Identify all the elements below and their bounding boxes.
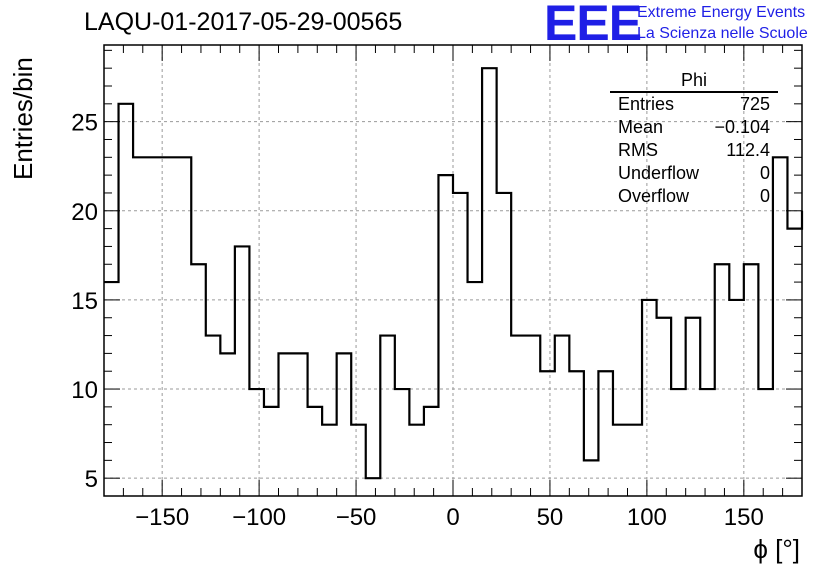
stats-key: Entries — [618, 94, 675, 114]
histogram-bin — [584, 460, 599, 496]
histogram-bin — [540, 371, 555, 496]
histogram-bin — [744, 264, 759, 496]
histogram-bin — [162, 157, 177, 496]
histogram-bin — [628, 425, 643, 496]
histogram-bin — [700, 389, 715, 496]
chart-title: LAQU-01-2017-05-29-00565 — [84, 8, 403, 36]
plot-frame — [103, 44, 803, 497]
histogram-bin — [671, 389, 686, 496]
stats-key: Overflow — [618, 186, 690, 206]
histogram-bin — [686, 318, 701, 496]
histogram-bin — [526, 336, 541, 496]
stats-key: Mean — [618, 117, 664, 137]
histogram-bin — [729, 300, 744, 496]
histogram-bin — [380, 336, 395, 496]
histogram-bin — [409, 425, 424, 496]
histogram-bin — [569, 371, 584, 496]
stats-row-rms: RMS 112.4 — [610, 139, 778, 162]
histogram-bin — [264, 407, 279, 496]
histogram-bin — [497, 193, 512, 496]
y-tick-label: 25 — [71, 110, 98, 137]
histogram-bin — [657, 318, 672, 496]
histogram-bin — [758, 389, 773, 496]
stats-title: Phi — [610, 70, 778, 93]
stats-row-underflow: Underflow 0 — [610, 162, 778, 185]
histogram-bin — [104, 282, 119, 496]
stats-row-mean: Mean −0.104 — [610, 116, 778, 139]
histogram-bin — [351, 425, 366, 496]
histogram-bin — [308, 407, 323, 496]
stats-key: RMS — [618, 140, 658, 160]
histogram-bin — [482, 68, 497, 496]
histogram-bin — [293, 353, 308, 496]
histogram-bin — [279, 353, 294, 496]
y-tick-label: 15 — [71, 288, 98, 315]
histogram-bin — [613, 425, 628, 496]
x-tick-label: 150 — [724, 504, 764, 531]
x-tick-label: −100 — [232, 504, 286, 531]
y-tick-label: 10 — [71, 377, 98, 404]
histogram-bin — [787, 229, 802, 496]
histogram-bin — [220, 353, 235, 496]
histogram-bin — [177, 157, 192, 496]
histogram-bin — [148, 157, 163, 496]
x-tick-label: 50 — [537, 504, 564, 531]
y-axis-label: Entries/bin — [8, 57, 38, 180]
eee-logo: EEE — [544, 0, 642, 51]
histogram-bin — [395, 389, 410, 496]
histogram-bin — [468, 282, 483, 496]
histogram-bin — [598, 371, 613, 496]
stats-value: −0.104 — [714, 117, 770, 137]
stats-row-overflow: Overflow 0 — [610, 185, 778, 208]
stats-value: 112.4 — [726, 140, 770, 160]
histogram-bin — [438, 175, 453, 496]
histogram-bin — [322, 425, 337, 496]
histogram-bin — [366, 478, 381, 496]
histogram-bin — [642, 300, 657, 496]
x-tick-label: 0 — [446, 504, 459, 531]
histogram-bin — [337, 353, 352, 496]
histogram-bin — [133, 157, 148, 496]
histogram-bin — [119, 104, 134, 496]
histogram-bin — [206, 336, 221, 496]
histogram-bin — [235, 246, 250, 496]
y-tick-label: 20 — [71, 199, 98, 226]
histogram-bin — [555, 336, 570, 496]
x-tick-label: 100 — [627, 504, 667, 531]
stats-value: 0 — [759, 186, 770, 206]
x-axis-label: ϕ [°] — [753, 534, 800, 564]
logo-line-1: Extreme Energy Events — [637, 4, 806, 21]
histogram-bin — [453, 193, 468, 496]
x-tick-label: −50 — [336, 504, 377, 531]
logo-line-2: La Scienza nelle Scuole — [637, 25, 808, 42]
x-tick-label: −150 — [135, 504, 189, 531]
histogram-bin — [191, 264, 206, 496]
histogram-bin — [424, 407, 439, 496]
stats-key: Underflow — [618, 163, 700, 183]
histogram-bin — [511, 336, 526, 496]
stats-box: Phi Entries 725 Mean −0.104 RMS 112.4 Un… — [610, 70, 778, 210]
histogram-bin — [715, 264, 730, 496]
stats-value: 0 — [759, 163, 770, 183]
stats-value: 725 — [739, 94, 770, 114]
y-tick-label: 5 — [85, 466, 98, 493]
stats-row-entries: Entries 725 — [610, 93, 778, 116]
histogram-series — [104, 67, 804, 480]
histogram-bin — [249, 389, 264, 496]
